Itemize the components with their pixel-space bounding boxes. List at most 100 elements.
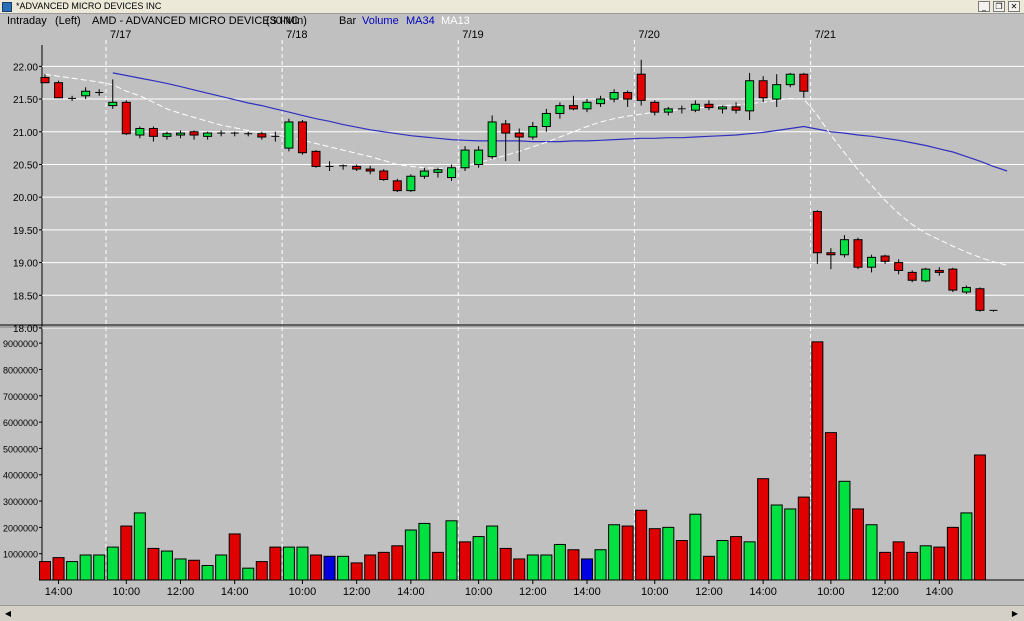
- candle-body: [189, 131, 199, 136]
- day-label: 7/17: [110, 29, 131, 41]
- candle: [975, 287, 985, 312]
- candle-body: [297, 121, 307, 154]
- time-axis: 14:00 10:00 12:00 14:00 10:00 12:00 14:00 10:00…: [45, 580, 953, 598]
- volume-legend[interactable]: Volume: [362, 15, 399, 27]
- candle: [568, 95, 578, 111]
- volume-bar: [824, 432, 837, 581]
- ma13-legend[interactable]: MA13: [441, 15, 470, 27]
- volume-bar: [174, 558, 187, 581]
- ma34-line: [112, 72, 1008, 172]
- volume-tick-label: 1000000: [3, 550, 38, 560]
- close-button[interactable]: ✕: [1008, 1, 1020, 12]
- volume-bar: [784, 508, 797, 581]
- candle-body: [257, 133, 267, 138]
- candle: [690, 100, 700, 113]
- candle: [867, 254, 877, 273]
- time-tick-label: 14:00: [926, 586, 954, 598]
- time-tick-label: 10:00: [289, 586, 317, 598]
- candle: [203, 131, 213, 140]
- candle-body: [121, 101, 131, 135]
- candle: [40, 74, 50, 84]
- minimize-button[interactable]: _: [978, 1, 990, 12]
- candle: [772, 74, 782, 107]
- candle: [325, 161, 334, 172]
- volume-bar: [282, 546, 295, 581]
- scroll-right-arrow-icon[interactable]: ▶: [1011, 609, 1019, 618]
- volume-bar: [242, 567, 255, 581]
- volume-tick-label: 5000000: [3, 444, 38, 454]
- volume-tick-label: 9000000: [3, 339, 38, 349]
- candle-body: [460, 149, 470, 169]
- candle: [677, 105, 686, 114]
- candle: [284, 118, 294, 152]
- volume-bar: [838, 480, 851, 581]
- volume-bar: [852, 508, 864, 581]
- volume-bar: [445, 520, 458, 581]
- candle: [718, 105, 727, 114]
- volume-bar: [581, 558, 593, 581]
- candle-body: [934, 269, 944, 273]
- price-grid: 22.00 21.50 21.00 20.50 20.00 19.50 19.00 18.50…: [13, 62, 1024, 335]
- volume-bar: [160, 550, 173, 581]
- candle-body: [690, 103, 700, 111]
- candle-body: [907, 271, 917, 281]
- candle: [745, 72, 755, 120]
- volume-bar: [730, 536, 743, 581]
- scroll-left-arrow-icon[interactable]: ◀: [4, 609, 12, 618]
- candle: [419, 167, 429, 179]
- volume-bar: [567, 549, 580, 581]
- volume-bar: [350, 562, 363, 581]
- restore-button[interactable]: ❐: [993, 1, 1005, 12]
- volume-tick-label: 6000000: [3, 418, 38, 428]
- day-separators: 7/17 7/18 7/19 7/20 7/21: [105, 29, 836, 580]
- price-tick-label: 21.50: [13, 95, 38, 106]
- volume-bar: [147, 547, 160, 581]
- symbol-label: AMD - ADVANCED MICRO DEVICES INC: [92, 15, 299, 27]
- time-tick-label: 10:00: [641, 586, 669, 598]
- candle: [582, 99, 592, 113]
- volume-bar: [675, 540, 688, 581]
- chart-canvas[interactable]: 22.00 21.50 21.00 20.50 20.00 19.50 19.00 18.50…: [0, 0, 1024, 605]
- candle: [934, 267, 944, 276]
- candle: [812, 210, 822, 264]
- candle: [339, 164, 348, 170]
- candle-body: [176, 132, 185, 136]
- time-tick-label: 12:00: [519, 586, 547, 598]
- candle-body: [365, 168, 375, 172]
- volume-bar: [879, 551, 892, 581]
- volume-bar: [892, 541, 905, 581]
- volume-tick-label: 3000000: [3, 497, 38, 507]
- volume-bar: [391, 545, 404, 581]
- candle: [514, 128, 524, 162]
- volume-bar: [499, 547, 512, 581]
- window-titlebar: *ADVANCED MICRO DEVICES INC _ ❐ ✕: [0, 0, 1024, 14]
- candle-body: [663, 108, 673, 113]
- volume-bar: [228, 533, 241, 581]
- volume-bar: [770, 504, 783, 581]
- bar-style-label: Bar: [339, 15, 357, 27]
- candle: [176, 130, 185, 139]
- candle: [961, 285, 971, 294]
- time-tick-label: 14:00: [749, 586, 777, 598]
- volume-bar: [255, 561, 268, 581]
- volume-tick-label: 2000000: [3, 523, 38, 533]
- candle: [135, 126, 145, 139]
- candle-body: [474, 149, 484, 165]
- volume-bar: [459, 541, 472, 581]
- horizontal-scrollbar[interactable]: ◀ ▶: [0, 605, 1024, 621]
- candle: [826, 248, 836, 270]
- candle-body: [880, 255, 890, 262]
- ma34-legend[interactable]: MA34: [406, 15, 435, 27]
- candle: [799, 72, 809, 98]
- volume-bar: [689, 513, 702, 581]
- candle: [853, 237, 863, 270]
- candle-body: [799, 73, 809, 92]
- candle-body: [921, 268, 931, 282]
- candle: [758, 76, 768, 103]
- volume-bar: [946, 526, 959, 581]
- price-tick-label: 18.50: [13, 291, 38, 302]
- candle-body: [582, 101, 592, 110]
- time-tick-label: 14:00: [221, 586, 249, 598]
- volume-bar: [431, 551, 444, 581]
- candle-body: [433, 169, 443, 173]
